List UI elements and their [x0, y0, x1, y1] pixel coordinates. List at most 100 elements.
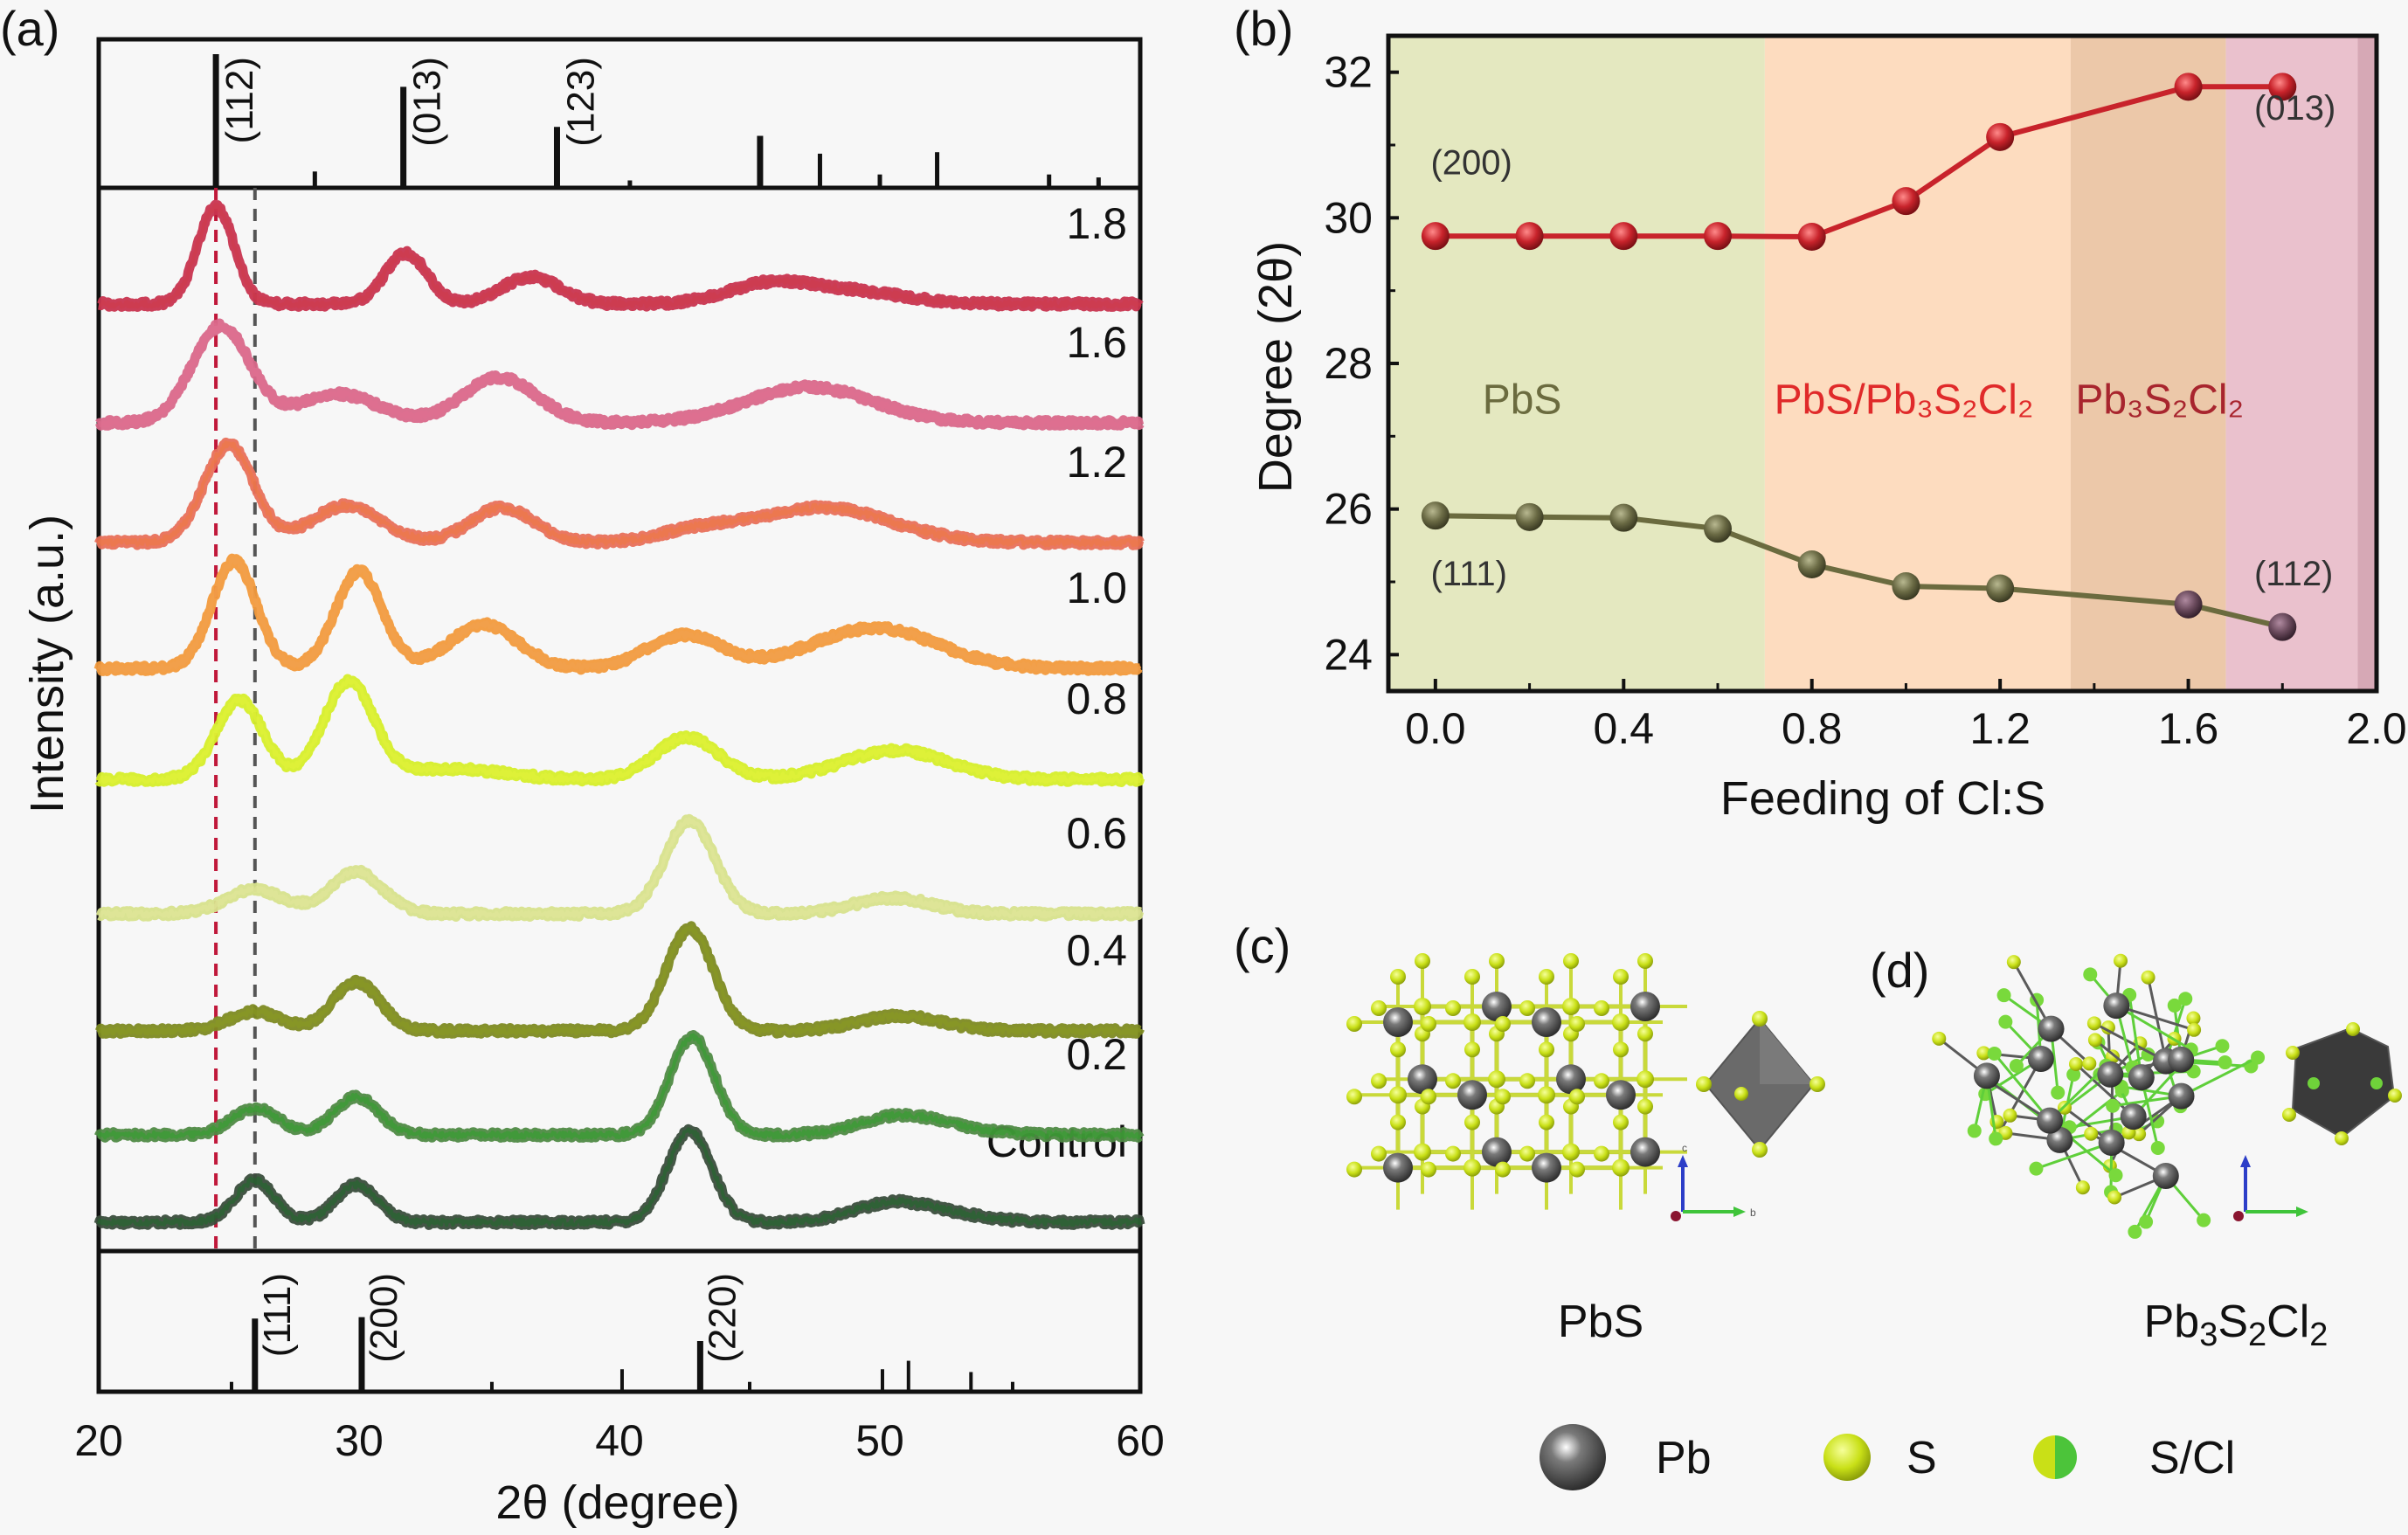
s-atom — [1569, 1016, 1585, 1032]
pb-atom — [1532, 1007, 1561, 1037]
hkl-label: (200) — [363, 1273, 405, 1363]
element-symbol: Cl — [2266, 1296, 2309, 1347]
s-atom — [2003, 1108, 2017, 1123]
data-point — [1892, 572, 1920, 600]
series-label: 1.0 — [1066, 564, 1127, 612]
y-tick-label: 26 — [1324, 485, 1373, 534]
x-tick-label: 1.2 — [1969, 704, 2031, 753]
x-tick-label: 40 — [595, 1416, 644, 1465]
pb3s2cl2-crystal-structure — [1932, 953, 2266, 1239]
structure-label-pb3s2cl2: Pb3S2Cl2 — [2144, 1296, 2328, 1353]
s-cl-atom-icon — [2033, 1435, 2077, 1479]
data-point — [1986, 574, 2015, 603]
xrd-curve-highlight — [97, 677, 1142, 785]
s-atom — [2114, 953, 2128, 968]
s-atom — [1495, 1089, 1511, 1105]
element-symbol: S — [2218, 1296, 2248, 1347]
panel-label-a: (a) — [0, 1, 59, 56]
phase-region-label: PbS — [1483, 377, 1562, 424]
y-tick-label: 28 — [1324, 339, 1373, 388]
s-atom — [1539, 1114, 1554, 1131]
y-axis-title-a: Intensity (a.u.) — [21, 515, 73, 813]
scl-atom — [2128, 1224, 2142, 1239]
scl-atom — [2197, 1213, 2211, 1227]
scl-atom — [2029, 1161, 2044, 1176]
s-atom — [1414, 1143, 1431, 1161]
s-atom — [2186, 1011, 2201, 1026]
scl-atom — [2167, 998, 2182, 1013]
scl-atom — [2215, 1039, 2230, 1054]
s-atom — [2075, 1180, 2090, 1195]
pb-atom — [2103, 992, 2130, 1020]
legend-item-pb: Pb — [1540, 1424, 1712, 1490]
pb-atom — [2098, 1129, 2125, 1156]
x-axis-title-a: 2θ (degree) — [495, 1476, 739, 1529]
s-atom — [1463, 1158, 1481, 1177]
pb-atom — [1482, 992, 1512, 1021]
panel-label-d: (d) — [1870, 943, 1929, 998]
s-atom — [2107, 1190, 2122, 1205]
xrd-curve-highlight — [97, 1127, 1142, 1227]
pb-atom — [1630, 992, 1660, 1021]
element-symbol: Pb — [2144, 1296, 2200, 1347]
s-atom — [1464, 1114, 1480, 1131]
s-atom — [2141, 970, 2155, 985]
x-tick-label: 1.6 — [2158, 704, 2219, 753]
data-point — [2174, 590, 2203, 619]
s-atom — [1489, 953, 1505, 969]
scl-atom — [1998, 1014, 2013, 1029]
s-atom — [1612, 1013, 1630, 1031]
series-label: 1.8 — [1066, 199, 1127, 248]
pb-atom — [1408, 1064, 1437, 1095]
hkl-annotation: (013) — [2254, 89, 2335, 128]
s-atom — [2082, 1056, 2097, 1071]
s-atom — [1636, 1070, 1654, 1089]
legend-label-s: S — [1906, 1433, 1937, 1483]
s-atom — [1421, 1089, 1436, 1105]
s-atom — [1519, 1073, 1535, 1089]
s-atom — [1495, 1016, 1511, 1032]
panel-label-b: (b) — [1234, 1, 1293, 56]
axis-c-label: c — [1682, 1142, 1687, 1154]
hkl-label: (013) — [406, 57, 449, 147]
data-point — [1986, 122, 2015, 151]
pb-atom — [1630, 1137, 1660, 1167]
scl-atom — [1989, 1131, 2003, 1146]
y-axis-title-b: Degree (2θ) — [1249, 241, 1302, 493]
bond — [2128, 994, 2143, 1078]
pb-polyhedron — [2282, 1022, 2402, 1145]
pb-atom — [1383, 1007, 1413, 1037]
hkl-label: (123) — [559, 57, 602, 147]
pb-atom — [2027, 1045, 2054, 1072]
s-atom — [2069, 1056, 2084, 1071]
s-atom — [1637, 1098, 1653, 1115]
scl-atom — [2150, 1114, 2165, 1129]
bond — [2115, 1004, 2195, 1032]
pb-atom — [2168, 1082, 2195, 1110]
s-atom — [1613, 1041, 1629, 1058]
panel-b-peak-position: (b) PbS PbS/Pb₃S₂Cl₂ Pb₃S₂Cl₂ 24 26 28 30 32 0.0… — [1234, 1, 2407, 825]
pb-atom — [1606, 1080, 1636, 1110]
series-label: 0.6 — [1066, 809, 1127, 858]
scl-atom — [2051, 1085, 2065, 1100]
y-tick-label: 24 — [1324, 630, 1373, 679]
pb-atom — [2120, 1103, 2147, 1131]
xrd-curve-highlight — [98, 203, 1142, 309]
phase-region — [2070, 36, 2226, 691]
pbs-octahedron — [1696, 1011, 1825, 1158]
s-atom — [1371, 1145, 1387, 1162]
data-point — [1515, 502, 1544, 531]
atom-legend: Pb S S/Cl — [1540, 1424, 2235, 1490]
s-atom — [1563, 953, 1579, 969]
s-atom — [1932, 1031, 1947, 1046]
data-point — [1421, 222, 1450, 251]
pb-atom — [2097, 1061, 2124, 1088]
scl-atom — [2106, 1098, 2121, 1113]
scl-atom — [1967, 1124, 1982, 1138]
s-atom — [1415, 953, 1430, 969]
s-atom — [1569, 1089, 1585, 1105]
bond — [2035, 1141, 2113, 1171]
panel-c-pbs-structure: (c) c b PbS — [1234, 918, 1825, 1347]
subscript: 2 — [2248, 1317, 2266, 1353]
s-atom — [1390, 1114, 1406, 1131]
